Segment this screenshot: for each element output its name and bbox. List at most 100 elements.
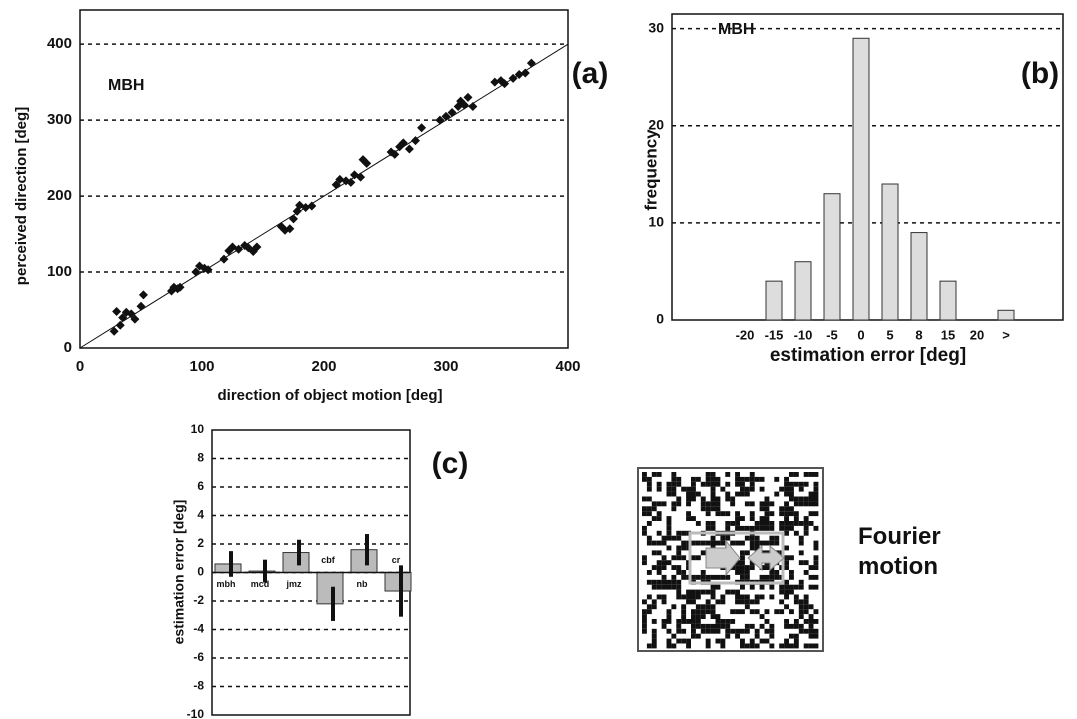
x-tick-label: -10: [794, 327, 813, 342]
pixel: [695, 604, 701, 610]
pixel: [686, 594, 691, 600]
pixel: [749, 584, 755, 590]
pixel: [661, 623, 667, 629]
pixel: [666, 516, 672, 521]
pixel: [740, 486, 745, 492]
pixel: [813, 511, 819, 517]
point: [335, 174, 345, 184]
pixel: [681, 486, 687, 492]
pixel: [730, 496, 736, 502]
pixel: [681, 570, 687, 575]
pixel: [710, 525, 716, 531]
pixel: [661, 535, 667, 541]
point: [130, 314, 140, 324]
pixel: [671, 491, 677, 497]
pixel: [661, 619, 667, 624]
pixel: [813, 560, 819, 566]
point: [115, 320, 125, 330]
pixel: [642, 530, 647, 536]
pixel: [793, 496, 799, 502]
pixel: [725, 491, 731, 497]
pixel: [784, 638, 789, 644]
pixel: [813, 565, 819, 570]
pixel: [793, 511, 799, 517]
pixel: [793, 516, 799, 521]
pixel: [720, 535, 726, 541]
pixel: [789, 589, 794, 595]
pixel: [720, 623, 726, 629]
bar: [765, 280, 783, 321]
pixel: [705, 511, 711, 517]
pixel: [656, 550, 662, 556]
pixel: [808, 496, 814, 502]
pixel: [710, 584, 716, 590]
pixel: [710, 506, 716, 512]
pixel: [808, 521, 814, 526]
pixel: [784, 565, 789, 570]
pixel: [759, 486, 765, 492]
pixel: [676, 481, 682, 487]
pixel: [735, 633, 740, 639]
pixel: [808, 511, 814, 517]
pixel: [798, 540, 804, 546]
pixel: [740, 594, 745, 600]
pixel: [749, 599, 755, 605]
pixel: [740, 560, 745, 566]
pixel: [666, 481, 672, 487]
pixel: [789, 623, 794, 629]
annotation: MBH: [718, 21, 754, 38]
pixel: [686, 501, 691, 507]
pixel: [735, 521, 740, 526]
pixel: [740, 574, 745, 580]
pixel: [769, 540, 775, 546]
pixel: [676, 545, 682, 551]
pixel: [671, 574, 677, 580]
pixel: [740, 525, 745, 531]
pixel: [735, 560, 740, 566]
pixel: [735, 628, 740, 634]
pixel: [715, 584, 721, 590]
pixel: [656, 579, 662, 585]
pixel: [735, 491, 740, 497]
x-tick-label: 0: [857, 327, 864, 342]
pixel: [691, 599, 696, 605]
pixel: [793, 472, 799, 477]
arrow: [747, 544, 785, 572]
pixel: [764, 574, 770, 580]
pixel: [720, 619, 726, 624]
pixel: [715, 511, 721, 517]
pixel: [813, 486, 819, 492]
pixel: [646, 643, 652, 649]
pixel: [744, 486, 750, 492]
pixel: [666, 584, 672, 590]
pixel: [656, 565, 662, 570]
pixel: [691, 633, 696, 639]
pixel: [705, 472, 711, 477]
pixel: [735, 565, 740, 570]
pixel: [764, 565, 770, 570]
pixel: [793, 643, 799, 649]
pixel: [695, 614, 701, 619]
pixel: [700, 628, 706, 634]
pixel: [769, 511, 775, 517]
pixel: [646, 579, 652, 585]
pixel: [749, 623, 755, 629]
pixel: [720, 511, 726, 517]
pixel: [793, 599, 799, 605]
pixel: [651, 628, 657, 634]
x-tick-label: 100: [189, 358, 214, 375]
pixel: [710, 609, 716, 615]
pixel: [759, 501, 765, 507]
pixel: [784, 594, 789, 600]
pixel: [735, 594, 740, 600]
pixel: [744, 604, 750, 610]
pixel: [700, 574, 706, 580]
pixel: [779, 525, 785, 531]
pixel: [705, 643, 711, 649]
pixel: [744, 501, 750, 507]
pixel: [769, 594, 775, 600]
pixel: [808, 614, 814, 619]
category-label: jmz: [285, 579, 302, 589]
pixel: [676, 570, 682, 575]
pixel: [676, 594, 682, 600]
